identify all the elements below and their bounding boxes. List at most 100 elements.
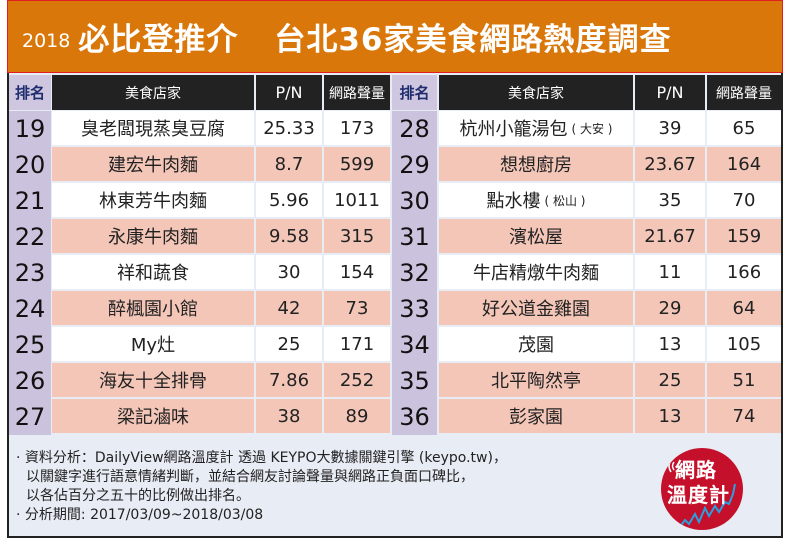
restaurant-district: ( 松山 ) <box>544 193 586 208</box>
restaurant-name: 濱松屋 <box>509 227 563 248</box>
volume-cell: 74 <box>707 399 781 433</box>
restaurant-name: 點水樓 <box>486 191 541 212</box>
rank-cell: 35 <box>392 363 437 399</box>
footer-line: · 分析期間: 2017/03/09~2018/03/08 <box>16 507 264 523</box>
title-year: 2018 <box>22 29 71 52</box>
header-rank-left: 排名 <box>9 75 51 110</box>
pn-ratio-cell: 25 <box>635 363 705 397</box>
dailyview-logo: 網路 溫度計 <box>661 448 743 530</box>
restaurant-name-cell: 濱松屋 <box>439 219 633 253</box>
restaurant-name: My灶 <box>130 335 176 356</box>
restaurant-name: 牛店精燉牛肉麵 <box>473 263 599 284</box>
restaurant-name-cell: 北平陶然亭 <box>439 363 633 397</box>
restaurant-name: 臭老闆現蒸臭豆腐 <box>81 119 225 140</box>
restaurant-name-cell: 好公道金雞園 <box>439 291 633 325</box>
restaurant-name-cell: 牛店精燉牛肉麵 <box>439 255 633 289</box>
pn-ratio-cell: 25 <box>256 327 322 361</box>
restaurant-name: 杭州小籠湯包 <box>459 119 568 140</box>
pn-ratio-cell: 38 <box>256 399 322 433</box>
restaurant-name: 海友十全排骨 <box>99 371 207 392</box>
volume-cell: 173 <box>324 111 390 145</box>
restaurant-name-cell: 林東芳牛肉麵 <box>52 183 254 217</box>
restaurant-name-cell: 臭老闆現蒸臭豆腐 <box>52 111 254 145</box>
pn-ratio-cell: 11 <box>635 255 705 289</box>
pn-ratio-cell: 9.58 <box>256 219 322 253</box>
restaurant-name: 醉楓園小館 <box>108 299 198 320</box>
restaurant-name-cell: 祥和蔬食 <box>52 255 254 289</box>
rank-cell: 20 <box>9 147 51 183</box>
rank-cell: 25 <box>9 327 51 363</box>
volume-cell: 164 <box>707 147 781 181</box>
pn-ratio-cell: 39 <box>635 111 705 145</box>
volume-cell: 252 <box>324 363 390 397</box>
title-banner: 2018 必比登推介 台北36家美食網路熱度調查 <box>7 0 783 73</box>
pn-ratio-cell: 8.7 <box>256 147 322 181</box>
header-rank-right: 排名 <box>392 75 437 110</box>
logo-text-1: 網路 <box>675 458 717 482</box>
restaurant-name-cell: 建宏牛肉麵 <box>52 147 254 181</box>
volume-cell: 51 <box>707 363 781 397</box>
header-pn-right: P/N <box>635 75 705 110</box>
pn-ratio-cell: 35 <box>635 183 705 217</box>
footer-line: · 資料分析：DailyView網路溫度計 透過 KEYPO大數據關鍵引擎 (k… <box>16 450 507 466</box>
pn-ratio-cell: 30 <box>256 255 322 289</box>
rank-cell: 27 <box>9 399 51 435</box>
header-pn-left: P/N <box>256 75 322 110</box>
volume-cell: 599 <box>324 147 390 181</box>
logo-text-2: 溫度計 <box>667 483 730 507</box>
volume-cell: 315 <box>324 219 390 253</box>
volume-cell: 159 <box>707 219 781 253</box>
restaurant-name: 茂園 <box>518 335 554 356</box>
volume-cell: 64 <box>707 291 781 325</box>
restaurant-name-cell: 杭州小籠湯包( 大安 ) <box>439 111 633 145</box>
title-part1: 必比登推介 <box>78 22 239 58</box>
rank-cell: 29 <box>392 147 437 183</box>
header-name-right: 美食店家 <box>439 75 633 110</box>
footer-notes: · 資料分析：DailyView網路溫度計 透過 KEYPO大數據關鍵引擎 (k… <box>16 449 507 525</box>
restaurant-name-cell: 點水樓( 松山 ) <box>439 183 633 217</box>
pn-ratio-cell: 42 <box>256 291 322 325</box>
volume-cell: 70 <box>707 183 781 217</box>
rank-cell: 36 <box>392 399 437 435</box>
footer-line: 以關鍵字進行語意情緒判斷，並結合網友討論聲量與網路正負面口碑比， <box>26 469 474 485</box>
restaurant-name: 想想廚房 <box>500 155 572 176</box>
volume-cell: 65 <box>707 111 781 145</box>
rank-cell: 31 <box>392 219 437 255</box>
rank-cell: 24 <box>9 291 51 327</box>
restaurant-name: 北平陶然亭 <box>491 371 581 392</box>
header-name-left: 美食店家 <box>52 75 254 110</box>
pn-ratio-cell: 5.96 <box>256 183 322 217</box>
pn-ratio-cell: 25.33 <box>256 111 322 145</box>
rank-cell: 34 <box>392 327 437 363</box>
rank-cell: 28 <box>392 111 437 147</box>
volume-cell: 166 <box>707 255 781 289</box>
restaurant-name-cell: 醉楓園小館 <box>52 291 254 325</box>
restaurant-name-cell: 彭家園 <box>439 399 633 433</box>
restaurant-name-cell: 茂園 <box>439 327 633 361</box>
restaurant-name-cell: 永康牛肉麵 <box>52 219 254 253</box>
volume-cell: 1011 <box>324 183 390 217</box>
volume-cell: 171 <box>324 327 390 361</box>
rank-cell: 22 <box>9 219 51 255</box>
pn-ratio-cell: 13 <box>635 327 705 361</box>
restaurant-name-cell: 想想廚房 <box>439 147 633 181</box>
header-volume-left: 網路聲量 <box>324 75 390 110</box>
restaurant-name-cell: My灶 <box>52 327 254 361</box>
pn-ratio-cell: 13 <box>635 399 705 433</box>
restaurant-name: 永康牛肉麵 <box>108 227 198 248</box>
volume-cell: 89 <box>324 399 390 433</box>
volume-cell: 73 <box>324 291 390 325</box>
volume-cell: 105 <box>707 327 781 361</box>
pn-ratio-cell: 29 <box>635 291 705 325</box>
footer-line: 以各佔百分之五十的比例做出排名。 <box>26 488 250 504</box>
pn-ratio-cell: 7.86 <box>256 363 322 397</box>
rank-cell: 33 <box>392 291 437 327</box>
rank-cell: 23 <box>9 255 51 291</box>
rank-cell: 32 <box>392 255 437 291</box>
rank-cell: 26 <box>9 363 51 399</box>
pn-ratio-cell: 23.67 <box>635 147 705 181</box>
restaurant-name: 彭家園 <box>509 407 563 428</box>
pn-ratio-cell: 21.67 <box>635 219 705 253</box>
restaurant-name: 梁記滷味 <box>117 407 189 428</box>
restaurant-name-cell: 海友十全排骨 <box>52 363 254 397</box>
